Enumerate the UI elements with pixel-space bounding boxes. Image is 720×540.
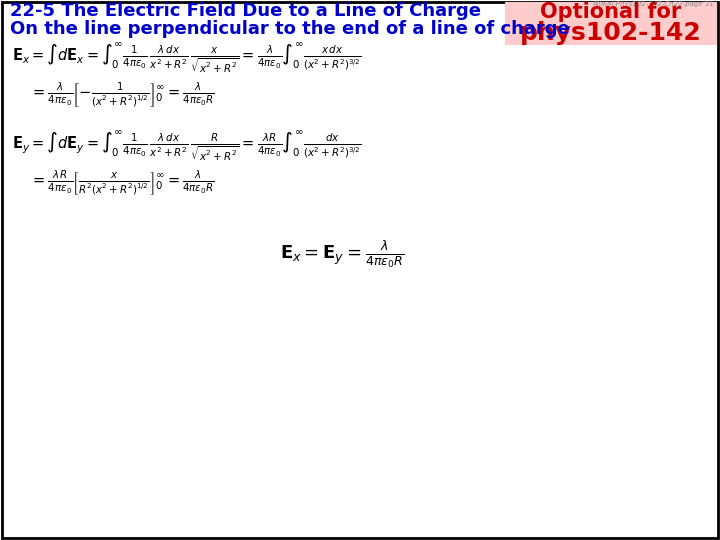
Bar [505, 2, 717, 45]
Text: phys102-142: phys102-142 [520, 21, 702, 45]
Text: $\mathbf{E}_y = \int d\mathbf{E}_y =\int_0^{\infty} \frac{1}{4\pi\varepsilon_0}\: $\mathbf{E}_y = \int d\mathbf{E}_y =\int… [12, 130, 361, 163]
Text: $= \frac{\lambda R}{4\pi\varepsilon_0} \left[\frac{x}{R^2(x^2+R^2)^{1/2}}\right]: $= \frac{\lambda R}{4\pi\varepsilon_0} \… [30, 168, 215, 197]
Text: $= \frac{\lambda}{4\pi\varepsilon_0} \left[-\frac{1}{(x^2+R^2)^{1/2}}\right]_0^{: $= \frac{\lambda}{4\pi\varepsilon_0} \le… [30, 80, 215, 109]
Text: $\mathbf{E}_x = \mathbf{E}_y = \frac{\lambda}{4\pi\varepsilon_0 R}$: $\mathbf{E}_x = \mathbf{E}_y = \frac{\la… [280, 240, 404, 271]
Text: Optional for: Optional for [541, 2, 682, 22]
Text: On the line perpendicular to the end of a line of charge: On the line perpendicular to the end of … [10, 20, 570, 38]
Text: 22-5 The Electric Field Due to a Line of Charge: 22-5 The Electric Field Due to a Line of… [10, 2, 481, 20]
Text: $\mathbf{E}_x = \int d\mathbf{E}_x =\int_0^{\infty} \frac{1}{4\pi\varepsilon_0}\: $\mathbf{E}_x = \int d\mathbf{E}_x =\int… [12, 42, 361, 75]
Text: Aljalal-Phys102-142-Ch22-page 31: Aljalal-Phys102-142-Ch22-page 31 [592, 1, 714, 7]
